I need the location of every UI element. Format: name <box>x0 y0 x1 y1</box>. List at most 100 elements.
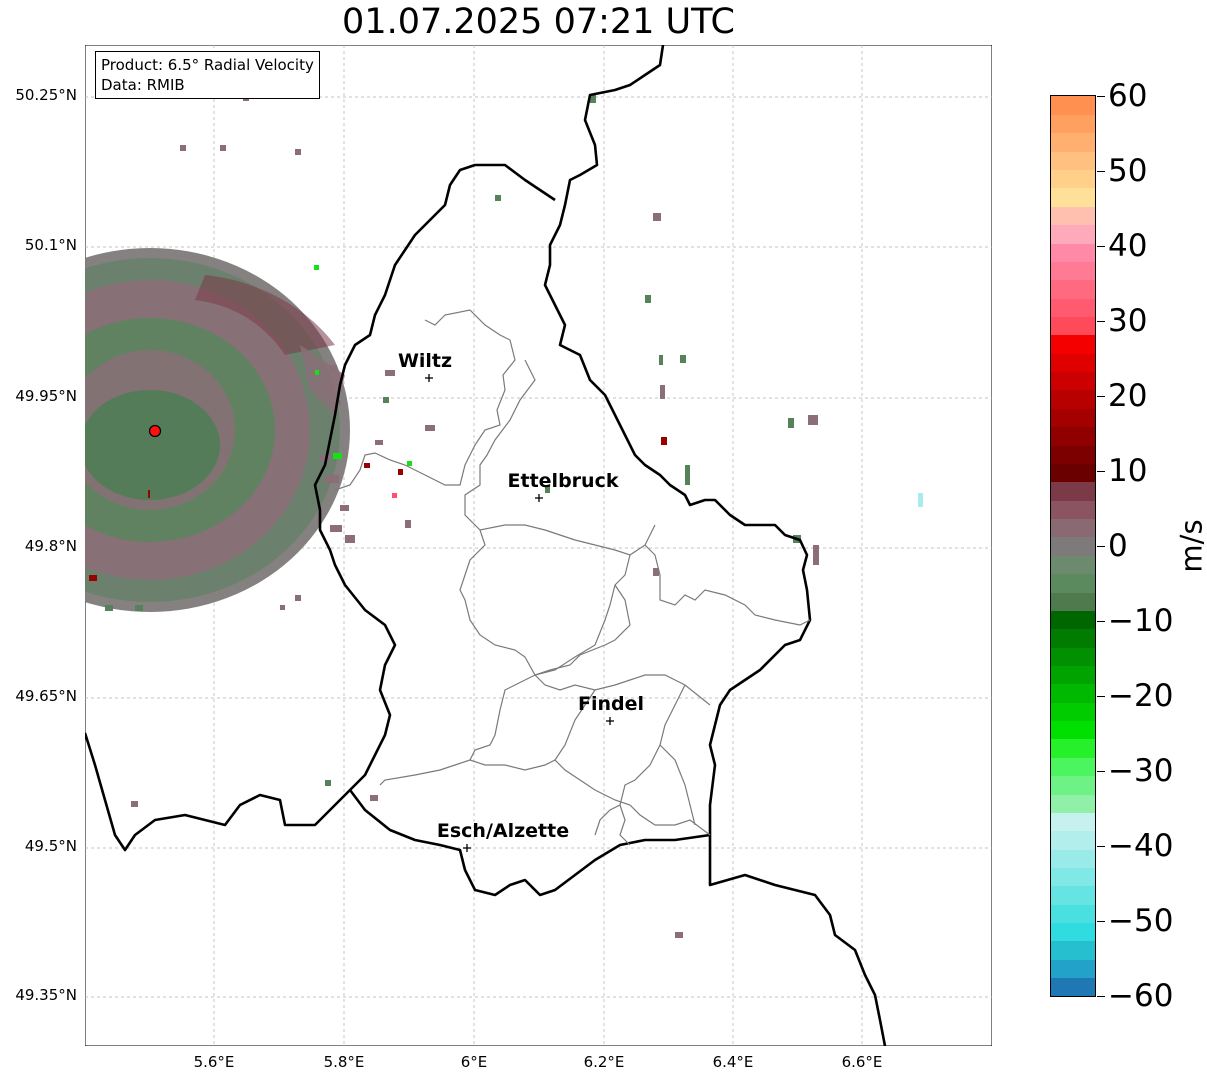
radar-echo-field <box>85 95 923 938</box>
colorbar-unit-label: m/s <box>1174 519 1207 573</box>
colorbar-segment <box>1051 849 1095 868</box>
colorbar-tick-label: 60 <box>1108 78 1148 114</box>
colorbar-segment <box>1051 389 1095 409</box>
lon-label-6: 6°E <box>460 1053 488 1071</box>
colorbar-segment <box>1051 665 1095 685</box>
colorbar-segment <box>1051 775 1095 795</box>
colorbar-tick-label: 20 <box>1108 378 1148 414</box>
colorbar-tick-label: 50 <box>1108 153 1148 189</box>
colorbar-segment <box>1051 132 1095 152</box>
colorbar-tick-label: −20 <box>1108 678 1174 714</box>
colorbar-segment <box>1051 187 1095 207</box>
lat-label-49-95: 49.95°N <box>15 387 77 405</box>
colorbar-tick <box>1097 246 1105 247</box>
colorbar <box>1050 95 1096 997</box>
colorbar-segment <box>1051 591 1095 611</box>
colorbar-segment <box>1051 940 1095 960</box>
colorbar-segment <box>1051 922 1095 942</box>
colorbar-segment <box>1051 628 1095 648</box>
lat-label-49-8: 49.8°N <box>24 537 77 555</box>
colorbar-tick <box>1097 96 1105 97</box>
colorbar-segment <box>1051 224 1095 244</box>
colorbar-segment <box>1051 261 1095 281</box>
colorbar-segment <box>1051 959 1095 979</box>
colorbar-segment <box>1051 371 1095 391</box>
colorbar-tick <box>1097 846 1105 847</box>
colorbar-segment <box>1051 793 1095 813</box>
colorbar-tick <box>1097 621 1105 622</box>
colorbar-segment <box>1051 114 1095 134</box>
colorbar-tick <box>1097 996 1105 997</box>
colorbar-tick <box>1097 471 1105 472</box>
colorbar-tick <box>1097 696 1105 697</box>
city-markers <box>425 374 614 852</box>
colorbar-segment <box>1051 720 1095 740</box>
colorbar-tick-label: 0 <box>1108 528 1128 564</box>
city-label-findel: Findel <box>577 693 645 715</box>
colorbar-tick-label: −40 <box>1108 828 1174 864</box>
colorbar-segment <box>1051 151 1095 171</box>
lon-label-5-6: 5.6°E <box>193 1053 235 1071</box>
city-label-ettelbruck: Ettelbruck <box>507 470 619 492</box>
product-info-box: Product: 6.5° Radial Velocity Data: RMIB <box>95 51 320 99</box>
colorbar-segment <box>1051 169 1095 189</box>
colorbar-tick-label: −30 <box>1108 753 1174 789</box>
colorbar-tick-label: −60 <box>1108 978 1174 1014</box>
lat-label-50-25: 50.25°N <box>15 86 77 104</box>
colorbar-segment <box>1051 518 1095 538</box>
canton-borders <box>334 309 811 846</box>
lon-label-6-4: 6.4°E <box>712 1053 754 1071</box>
colorbar-segment <box>1051 279 1095 299</box>
radar-site-marker <box>148 424 162 438</box>
city-label-wiltz: Wiltz <box>397 350 453 372</box>
map-title: 01.07.2025 07:21 UTC <box>342 2 735 42</box>
colorbar-segment <box>1051 683 1095 703</box>
colorbar-segment <box>1051 536 1095 556</box>
colorbar-tick <box>1097 921 1105 922</box>
lon-label-5-8: 5.8°E <box>323 1053 365 1071</box>
colorbar-segment <box>1051 904 1095 924</box>
data-source-label: Data: RMIB <box>101 76 185 94</box>
colorbar-segment <box>1051 242 1095 262</box>
colorbar-segment <box>1051 500 1095 520</box>
colorbar-tick <box>1097 771 1105 772</box>
colorbar-tick-label: 30 <box>1108 303 1148 339</box>
lon-label-6-6: 6.6°E <box>841 1053 883 1071</box>
colorbar-tick-label: −50 <box>1108 903 1174 939</box>
colorbar-segment <box>1051 353 1095 373</box>
colorbar-tick <box>1097 171 1105 172</box>
colorbar-segment <box>1051 298 1095 317</box>
city-label-esch-alzette: Esch/Alzette <box>436 820 570 842</box>
country-border <box>85 45 887 1046</box>
colorbar-segment <box>1051 757 1095 777</box>
colorbar-segment <box>1051 702 1095 722</box>
colorbar-segment <box>1051 830 1095 850</box>
colorbar-tick-label: 10 <box>1108 453 1148 489</box>
lat-label-50-1: 50.1°N <box>24 236 77 254</box>
colorbar-segment <box>1051 647 1095 666</box>
colorbar-segment <box>1051 316 1095 336</box>
lat-label-49-35: 49.35°N <box>15 986 77 1004</box>
colorbar-segment <box>1051 610 1095 630</box>
colorbar-segment <box>1051 977 1095 996</box>
colorbar-tick <box>1097 546 1105 547</box>
colorbar-segment <box>1051 444 1095 464</box>
colorbar-segment <box>1051 426 1095 446</box>
map-area[interactable] <box>85 45 992 1046</box>
colorbar-segment <box>1051 885 1095 905</box>
colorbar-tick-label: 40 <box>1108 228 1148 264</box>
lat-label-49-5: 49.5°N <box>24 837 77 855</box>
colorbar-segment <box>1051 555 1095 575</box>
colorbar-segment <box>1051 812 1095 832</box>
lat-label-49-65: 49.65°N <box>15 687 77 705</box>
colorbar-segment <box>1051 867 1095 887</box>
colorbar-segment <box>1051 573 1095 593</box>
colorbar-tick <box>1097 396 1105 397</box>
map-canvas <box>85 45 992 1046</box>
lon-label-6-2: 6.2°E <box>583 1053 625 1071</box>
product-label: Product: 6.5° Radial Velocity <box>101 56 314 74</box>
colorbar-segment <box>1051 408 1095 428</box>
colorbar-tick <box>1097 321 1105 322</box>
colorbar-segment <box>1051 738 1095 758</box>
colorbar-tick-label: −10 <box>1108 603 1174 639</box>
